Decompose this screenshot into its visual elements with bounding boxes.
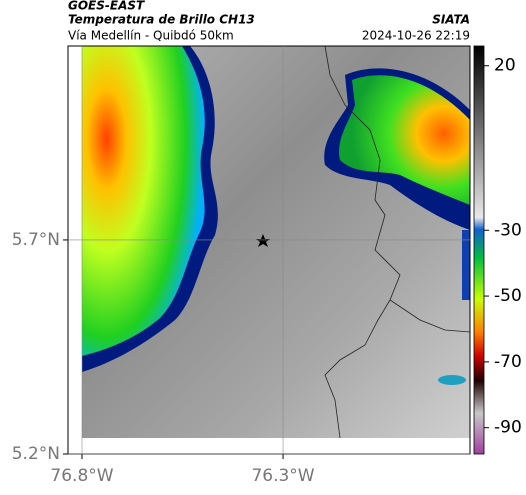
satellite: GOES-EAST <box>68 0 145 13</box>
colorbar <box>473 45 485 455</box>
colorbar-tick-label: -30 <box>494 220 522 240</box>
border <box>324 299 391 439</box>
x-tick-label: 76.8°W <box>50 466 113 486</box>
satellite-image <box>82 46 470 438</box>
timestamp: 2024-10-26 22:19 <box>362 29 470 43</box>
colorbar-tick-label: -70 <box>494 352 522 372</box>
x-tick-label: 76.3°W <box>251 466 314 486</box>
source: SIATA <box>432 13 470 27</box>
subtitle: Vía Medellín - Quibdó 50km <box>68 29 234 43</box>
y-tick-label: 5.7°N <box>12 230 60 250</box>
colorbar-tick-label: -90 <box>494 418 522 438</box>
location-marker <box>256 234 270 247</box>
title: Temperatura de Brillo CH13 <box>68 13 255 27</box>
border <box>324 45 471 333</box>
y-tick-label: 5.2°N <box>12 444 60 464</box>
colorbar-tick-label: -50 <box>494 286 522 306</box>
colorbar-tick-label: 20 <box>494 56 516 76</box>
